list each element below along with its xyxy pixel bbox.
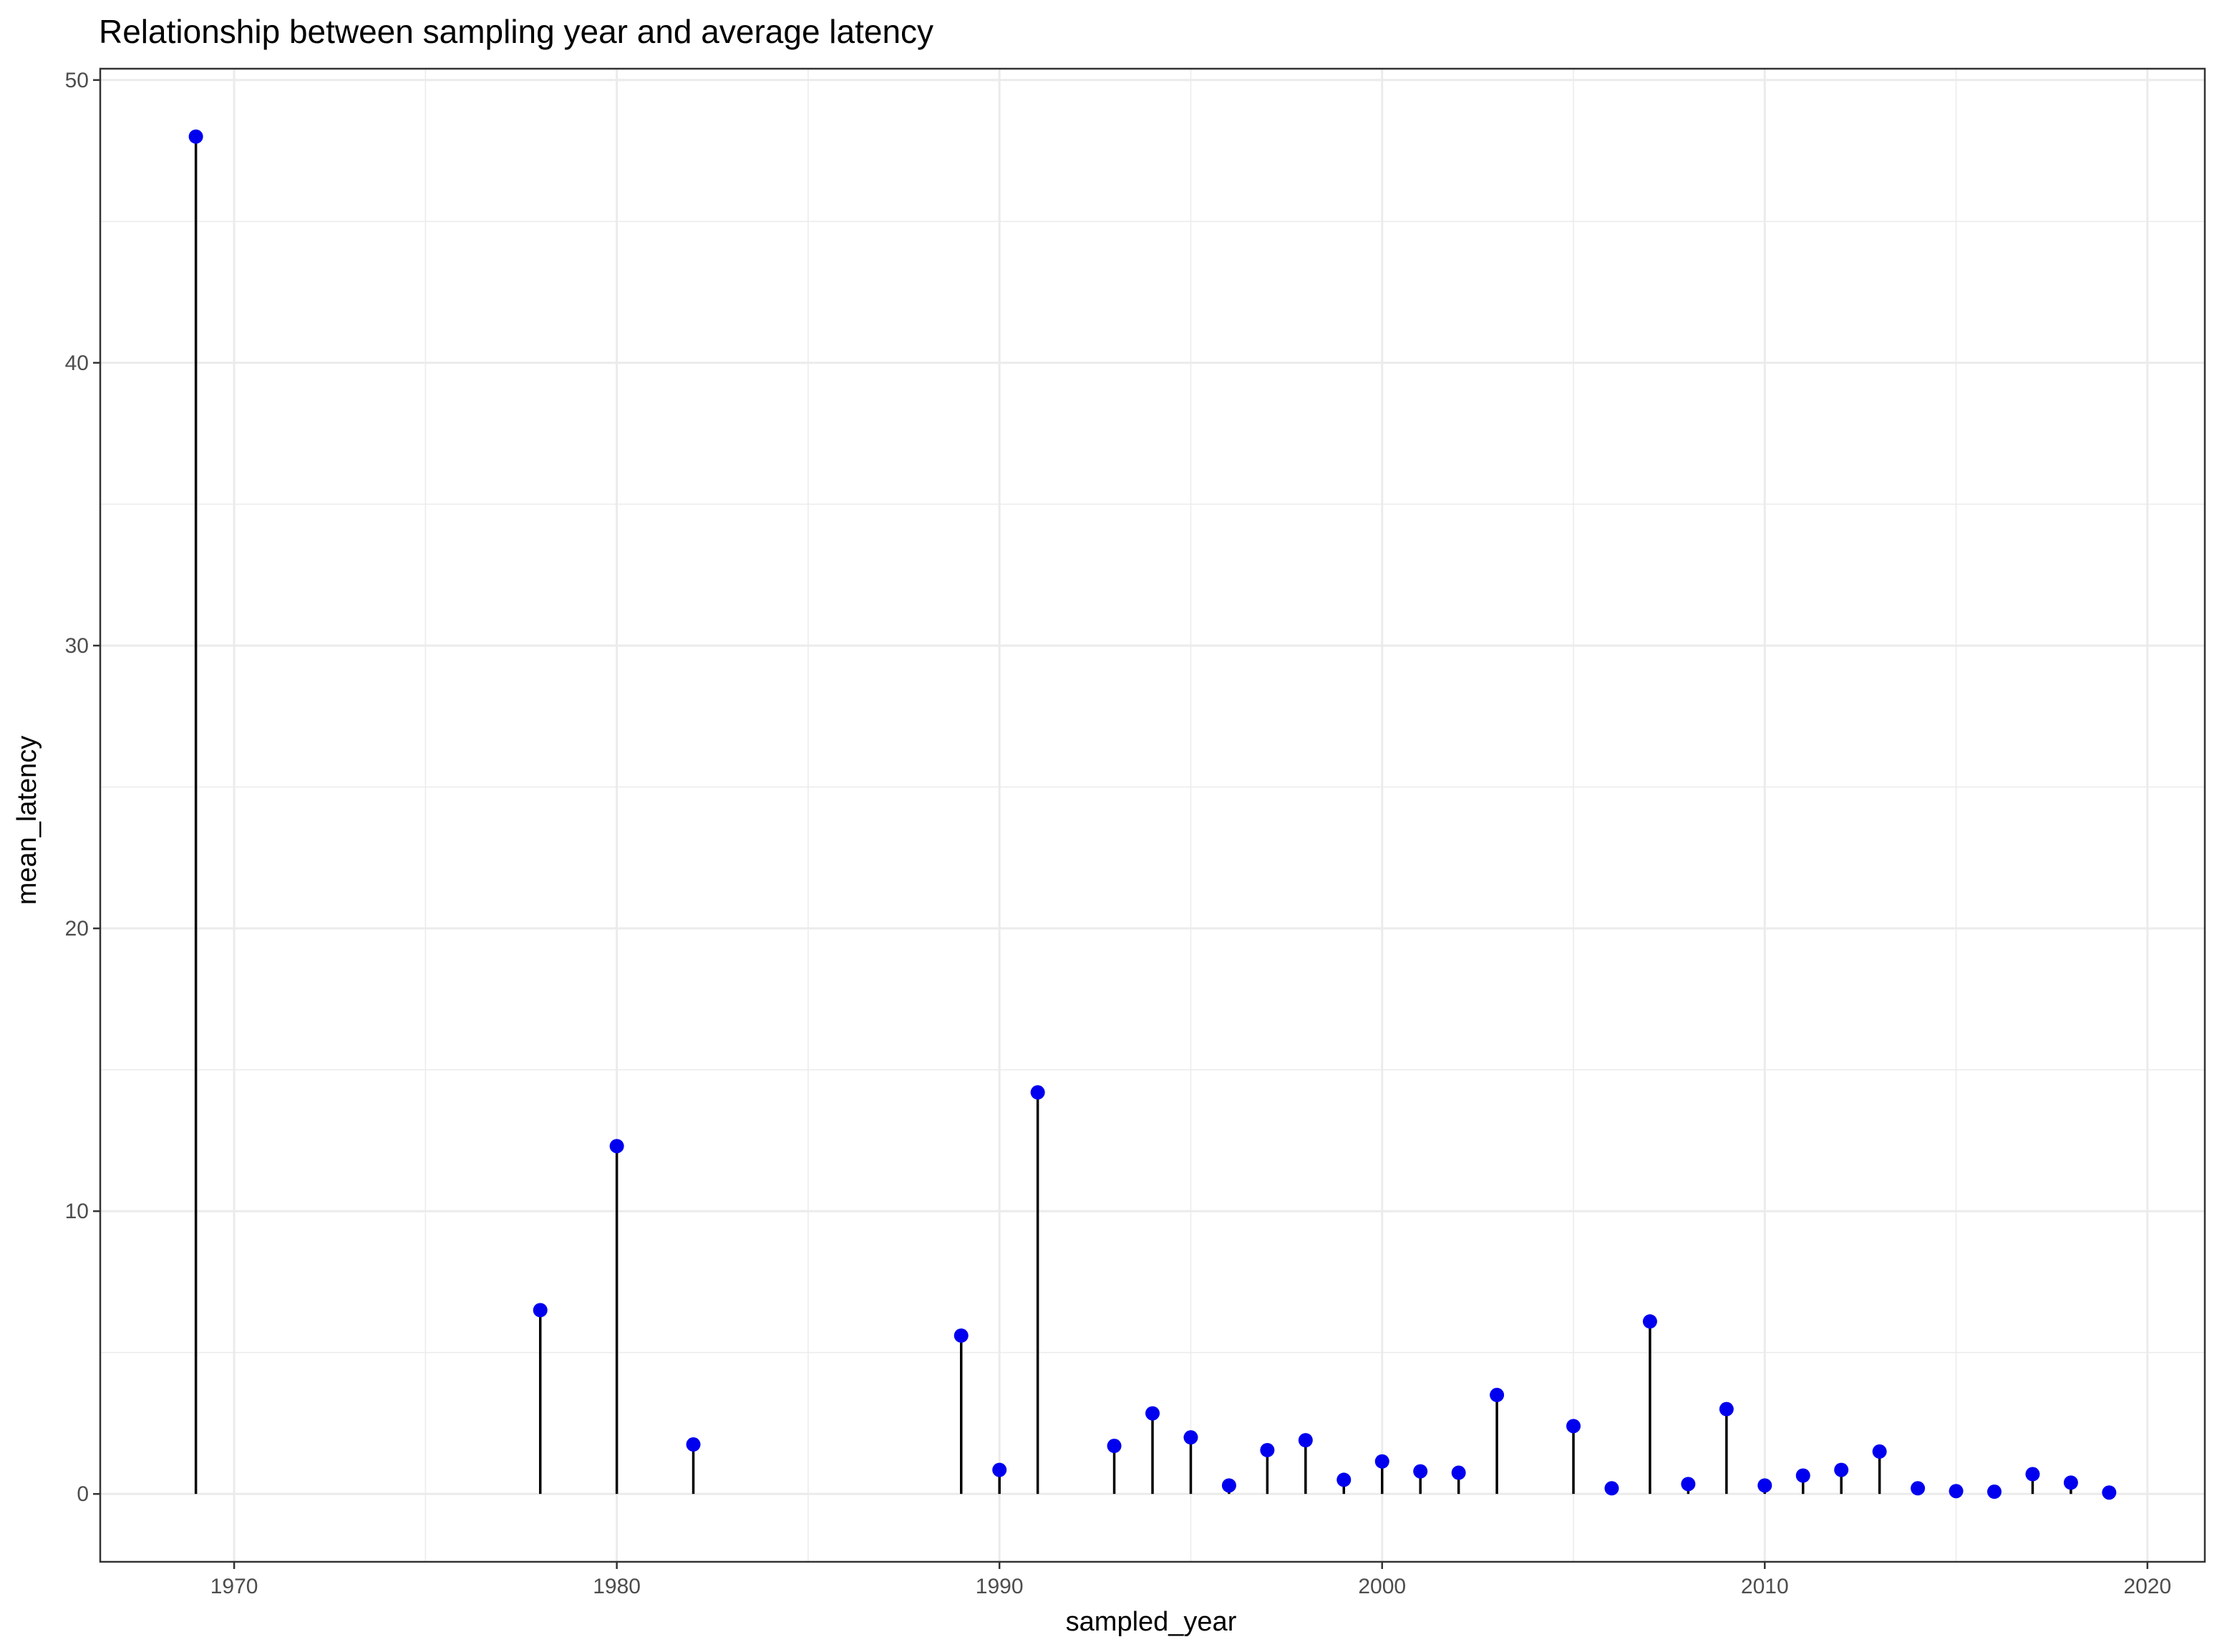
data-point — [992, 1462, 1007, 1477]
data-point — [1757, 1478, 1772, 1493]
data-point — [609, 1139, 624, 1154]
data-point — [1298, 1433, 1313, 1448]
data-point — [1107, 1439, 1122, 1454]
data-point — [1490, 1387, 1505, 1402]
x-axis-ticks: 1970 1980 1990 2000 2010 2020 — [210, 1562, 2171, 1598]
x-tick-label: 1980 — [593, 1575, 641, 1598]
x-tick-label: 2000 — [1358, 1575, 1406, 1598]
x-tick-label: 2010 — [1741, 1575, 1789, 1598]
panel-border — [99, 67, 2206, 1563]
data-point — [1183, 1430, 1198, 1445]
y-tick-label: 20 — [65, 917, 89, 941]
y-tick-label: 50 — [65, 69, 89, 92]
data-point — [1221, 1478, 1236, 1493]
data-point — [1949, 1484, 1964, 1499]
data-point — [1374, 1454, 1389, 1469]
data-point — [686, 1437, 701, 1452]
y-axis-ticks: 0 10 20 30 40 50 — [65, 69, 100, 1506]
data-point — [1336, 1472, 1352, 1487]
chart-title: Relationship between sampling year and a… — [99, 13, 933, 50]
y-axis-title: mean_latency — [12, 736, 42, 905]
data-point — [2025, 1467, 2040, 1482]
data-point — [954, 1328, 969, 1343]
x-tick-label: 1990 — [976, 1575, 1024, 1598]
y-tick-label: 40 — [65, 351, 89, 375]
x-axis-title: sampled_year — [1066, 1607, 1237, 1637]
data-points — [188, 129, 2117, 1500]
data-point — [1719, 1401, 1734, 1417]
data-point — [1260, 1442, 1275, 1457]
data-point — [1681, 1477, 1696, 1492]
data-point — [1451, 1465, 1466, 1480]
y-tick-label: 30 — [65, 634, 89, 658]
data-point — [1911, 1481, 1926, 1496]
y-tick-label: 0 — [77, 1482, 89, 1506]
data-point — [1604, 1481, 1619, 1496]
data-point — [1642, 1314, 1657, 1329]
data-point — [1413, 1464, 1428, 1479]
data-point — [2102, 1485, 2117, 1500]
y-tick-label: 10 — [65, 1200, 89, 1223]
x-tick-label: 1970 — [210, 1575, 258, 1598]
data-point — [2063, 1475, 2078, 1490]
data-point — [1795, 1468, 1810, 1483]
data-point — [1872, 1444, 1887, 1459]
x-tick-label: 2020 — [2123, 1575, 2171, 1598]
data-point — [1030, 1085, 1045, 1100]
data-point — [188, 129, 203, 144]
data-point — [1834, 1462, 1849, 1477]
data-point — [1987, 1485, 2002, 1500]
data-point — [533, 1303, 548, 1318]
data-point — [1566, 1419, 1581, 1434]
data-point — [1145, 1406, 1160, 1421]
